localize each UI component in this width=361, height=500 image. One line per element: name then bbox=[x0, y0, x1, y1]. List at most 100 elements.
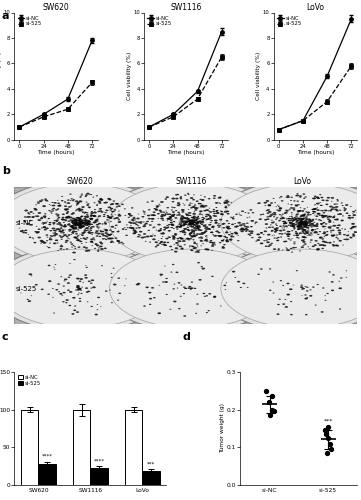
Ellipse shape bbox=[40, 216, 43, 218]
Ellipse shape bbox=[211, 276, 214, 277]
Ellipse shape bbox=[300, 228, 302, 230]
Ellipse shape bbox=[194, 208, 198, 210]
Ellipse shape bbox=[36, 216, 39, 217]
Ellipse shape bbox=[86, 214, 88, 216]
Ellipse shape bbox=[47, 201, 49, 202]
Ellipse shape bbox=[220, 211, 223, 212]
Ellipse shape bbox=[176, 228, 179, 230]
Ellipse shape bbox=[189, 221, 192, 222]
Ellipse shape bbox=[201, 219, 204, 220]
Ellipse shape bbox=[339, 240, 342, 242]
Ellipse shape bbox=[296, 225, 299, 226]
Ellipse shape bbox=[304, 298, 308, 300]
Ellipse shape bbox=[79, 240, 82, 242]
Ellipse shape bbox=[86, 212, 88, 214]
Ellipse shape bbox=[68, 216, 70, 217]
Ellipse shape bbox=[251, 220, 254, 222]
Ellipse shape bbox=[193, 222, 195, 223]
Ellipse shape bbox=[77, 217, 79, 218]
Ellipse shape bbox=[87, 250, 91, 252]
Ellipse shape bbox=[193, 194, 195, 196]
Ellipse shape bbox=[193, 232, 195, 234]
Ellipse shape bbox=[260, 214, 261, 216]
Ellipse shape bbox=[72, 226, 76, 228]
Ellipse shape bbox=[310, 234, 312, 236]
Ellipse shape bbox=[325, 204, 329, 205]
Ellipse shape bbox=[80, 222, 82, 224]
Ellipse shape bbox=[214, 246, 361, 332]
Ellipse shape bbox=[100, 211, 104, 212]
Ellipse shape bbox=[260, 242, 264, 244]
Ellipse shape bbox=[345, 204, 348, 206]
Ellipse shape bbox=[200, 214, 202, 215]
Ellipse shape bbox=[57, 209, 59, 210]
Ellipse shape bbox=[201, 199, 205, 201]
Ellipse shape bbox=[88, 232, 91, 234]
Ellipse shape bbox=[301, 218, 304, 220]
Ellipse shape bbox=[290, 301, 292, 302]
Ellipse shape bbox=[302, 222, 305, 224]
Ellipse shape bbox=[146, 220, 149, 222]
Ellipse shape bbox=[137, 236, 140, 238]
Ellipse shape bbox=[305, 218, 308, 220]
Ellipse shape bbox=[101, 231, 104, 232]
Ellipse shape bbox=[55, 240, 58, 241]
Ellipse shape bbox=[91, 234, 93, 235]
Ellipse shape bbox=[223, 202, 227, 203]
Ellipse shape bbox=[145, 241, 147, 242]
Ellipse shape bbox=[24, 232, 27, 234]
Ellipse shape bbox=[58, 229, 60, 230]
Ellipse shape bbox=[186, 238, 189, 240]
Ellipse shape bbox=[324, 232, 326, 234]
Ellipse shape bbox=[108, 206, 111, 208]
Ellipse shape bbox=[303, 222, 305, 224]
Ellipse shape bbox=[26, 216, 29, 218]
Ellipse shape bbox=[306, 222, 309, 223]
Ellipse shape bbox=[28, 300, 31, 302]
Ellipse shape bbox=[153, 212, 156, 213]
Ellipse shape bbox=[132, 218, 133, 220]
Ellipse shape bbox=[189, 232, 192, 234]
Ellipse shape bbox=[338, 232, 341, 234]
Ellipse shape bbox=[190, 223, 194, 224]
Ellipse shape bbox=[48, 264, 51, 266]
Ellipse shape bbox=[52, 288, 54, 289]
Ellipse shape bbox=[67, 200, 70, 201]
Ellipse shape bbox=[193, 216, 196, 217]
Ellipse shape bbox=[275, 206, 277, 207]
Ellipse shape bbox=[197, 221, 200, 222]
Ellipse shape bbox=[196, 235, 198, 236]
Ellipse shape bbox=[292, 208, 295, 209]
Ellipse shape bbox=[118, 221, 121, 223]
Ellipse shape bbox=[201, 240, 203, 242]
Ellipse shape bbox=[24, 216, 26, 218]
Ellipse shape bbox=[295, 232, 298, 234]
Ellipse shape bbox=[327, 216, 331, 218]
Ellipse shape bbox=[286, 234, 290, 235]
Ellipse shape bbox=[36, 226, 38, 227]
Ellipse shape bbox=[232, 218, 235, 220]
Ellipse shape bbox=[200, 240, 202, 241]
Ellipse shape bbox=[109, 230, 112, 231]
Ellipse shape bbox=[199, 203, 202, 204]
Ellipse shape bbox=[271, 235, 273, 236]
Ellipse shape bbox=[203, 293, 205, 294]
Ellipse shape bbox=[89, 230, 91, 232]
Ellipse shape bbox=[319, 237, 321, 238]
Ellipse shape bbox=[317, 197, 319, 198]
Ellipse shape bbox=[210, 222, 212, 223]
Ellipse shape bbox=[226, 210, 229, 212]
Ellipse shape bbox=[152, 214, 155, 216]
Ellipse shape bbox=[304, 215, 305, 216]
Ellipse shape bbox=[60, 293, 62, 294]
Ellipse shape bbox=[182, 220, 184, 222]
Text: SW620: SW620 bbox=[66, 177, 93, 186]
Ellipse shape bbox=[222, 223, 226, 224]
Ellipse shape bbox=[289, 222, 293, 224]
Ellipse shape bbox=[78, 225, 80, 226]
Ellipse shape bbox=[169, 218, 170, 219]
Ellipse shape bbox=[279, 298, 281, 300]
Ellipse shape bbox=[278, 248, 280, 249]
Ellipse shape bbox=[282, 221, 284, 222]
Ellipse shape bbox=[24, 210, 28, 212]
